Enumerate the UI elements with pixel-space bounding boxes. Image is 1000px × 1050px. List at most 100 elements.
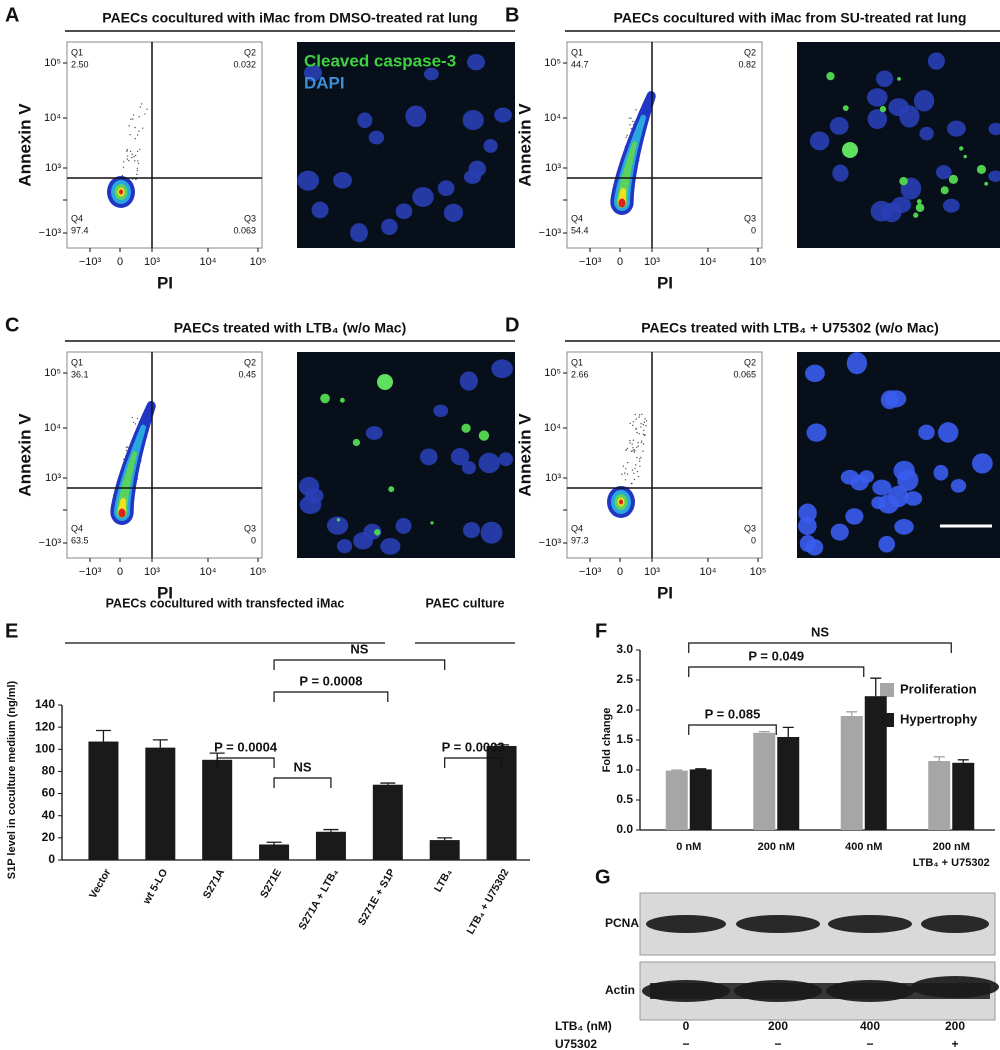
nucleus	[478, 452, 500, 474]
nucleus	[936, 165, 952, 180]
event-dot	[637, 445, 639, 447]
panel-title: PAECs cocultured with iMac from DMSO-tre…	[102, 10, 477, 26]
event-dot	[634, 413, 637, 416]
y-tick-label: 120	[35, 719, 55, 733]
x-axis-label: PI	[157, 273, 173, 292]
event-dot	[621, 473, 623, 475]
event-dot	[625, 467, 627, 470]
x-tick-label: Vector	[87, 867, 113, 901]
nucleus	[947, 120, 966, 137]
quadrant-name: Q4	[571, 213, 583, 223]
y-tick-label: −10³	[39, 537, 62, 549]
y-tick-label: 0	[48, 852, 55, 866]
nucleus	[880, 390, 899, 410]
event-dot	[131, 156, 133, 159]
x-tick-label: −10³	[579, 566, 602, 578]
x-tick-label: 0	[617, 256, 623, 268]
nucleus	[876, 70, 894, 88]
event-dot	[146, 108, 148, 110]
x-tick-label: 0	[617, 566, 623, 578]
event-dot	[131, 153, 133, 155]
error-bar	[95, 729, 111, 742]
y-tick-label: 40	[42, 808, 56, 822]
x-tick-label: 0	[117, 256, 123, 268]
event-dot	[640, 456, 642, 459]
event-dot	[631, 469, 634, 471]
panel-letter: D	[505, 314, 519, 336]
event-dot	[645, 420, 648, 422]
x-tick-label: 200 nM	[933, 841, 970, 853]
x-tick-label: 10³	[644, 566, 660, 578]
error-bar	[152, 739, 168, 748]
caspase-signal	[842, 142, 858, 158]
event-dot	[136, 150, 139, 152]
condition-label: U75302	[555, 1037, 597, 1050]
nucleus	[462, 522, 481, 539]
event-dot	[138, 116, 140, 118]
caspase-signal	[897, 76, 901, 81]
y-axis-label: Fold change	[601, 708, 613, 773]
event-dot	[622, 465, 625, 467]
quadrant-name: Q2	[244, 47, 256, 57]
nucleus	[462, 110, 484, 130]
bar	[145, 747, 176, 860]
density	[118, 508, 126, 518]
caspase-signal	[430, 521, 434, 525]
error-bar	[933, 756, 945, 761]
nucleus	[437, 180, 455, 197]
blot-label: PCNA	[605, 916, 639, 930]
x-axis-label: PI	[657, 583, 673, 602]
event-dot	[639, 458, 641, 460]
event-dot	[123, 161, 125, 163]
event-dot	[635, 464, 637, 466]
nucleus	[913, 90, 935, 112]
legend-label: Hypertrophy	[900, 711, 978, 726]
event-dot	[634, 449, 636, 452]
caspase-signal	[959, 146, 964, 151]
significance-bracket	[688, 642, 952, 653]
event-dot	[642, 433, 645, 436]
panel-letter: E	[5, 620, 18, 642]
nucleus	[368, 130, 385, 145]
quadrant-value: 2.50	[71, 59, 89, 69]
event-dot	[136, 417, 139, 420]
x-tick-label: 10⁴	[700, 256, 717, 268]
group-header: PAECs cocultured with transfected iMac	[106, 596, 345, 610]
event-dot	[626, 473, 629, 475]
error-bar	[870, 677, 882, 697]
significance-label: NS	[350, 641, 368, 656]
y-tick-label: 10⁴	[544, 112, 561, 124]
bar	[777, 737, 800, 830]
event-dot	[636, 446, 638, 448]
event-dot	[132, 118, 134, 120]
nucleus	[405, 105, 427, 128]
panel-letter: G	[595, 866, 611, 888]
density	[140, 424, 147, 431]
quadrant-name: Q2	[244, 357, 256, 367]
event-dot	[132, 421, 135, 424]
event-dot	[122, 166, 125, 168]
significance-bracket	[688, 666, 865, 677]
condition-value: 200	[768, 1019, 788, 1033]
event-dot	[636, 431, 638, 434]
quadrant-value: 0.063	[233, 225, 256, 235]
x-tick-label: S271A	[201, 867, 228, 901]
plot-frame	[66, 351, 263, 559]
event-dot	[640, 441, 643, 444]
nucleus	[971, 453, 993, 474]
quadrant-value: 2.66	[571, 369, 589, 379]
nucleus	[840, 469, 860, 485]
nucleus	[845, 508, 864, 525]
nucleus	[846, 352, 868, 375]
error-bar	[437, 837, 453, 841]
caspase-signal	[940, 186, 949, 195]
panel: C PAECs treated with LTB₄ (w/o Mac) 10⁵ 10⁴…	[5, 314, 515, 602]
nucleus	[357, 112, 373, 129]
y-tick-label: 2.5	[616, 672, 633, 686]
significance-label: P = 0.0008	[299, 673, 362, 688]
y-tick-label: 10⁵	[544, 57, 561, 69]
caspase-signal	[899, 176, 908, 186]
event-dot	[635, 418, 637, 420]
condition-label: LTB₄ (nM)	[555, 1019, 612, 1033]
caspase-signal	[826, 72, 835, 81]
